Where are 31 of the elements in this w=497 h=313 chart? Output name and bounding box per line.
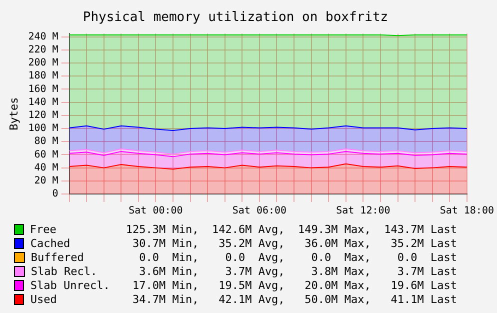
chart-title: Physical memory utilization on boxfritz (82, 10, 388, 26)
x-tick-label: Sat 00:00 (128, 206, 183, 217)
y-tick-label: 200 M (28, 58, 58, 69)
text: 30.7M Min, 35.2M Avg, 36.0M Max, 35.2M Last (132, 236, 457, 250)
text: 17.0M Min, 19.5M Avg, 20.0M Max, 19.6M Last (132, 278, 457, 292)
y-tick-label: 220 M (28, 44, 58, 56)
y-tick-label: 40 M (34, 162, 58, 174)
y-tick-label: 20 M (34, 176, 58, 186)
y-tick-label: 60 M (34, 149, 58, 160)
y-tick-label: 240 M (28, 31, 58, 42)
y-tick-label: 80 M (34, 136, 58, 148)
y-axis-title: Bytes (7, 97, 20, 130)
legend-label: Slab Unrecl. (30, 278, 111, 292)
legend-label: Used (30, 292, 58, 306)
x-tick-label: Sat 06:00 (232, 206, 287, 217)
legend-label: Slab Recl. (30, 264, 98, 278)
legend-label: Cached (30, 236, 72, 250)
legend-label: Free (30, 222, 58, 236)
y-tick-label: 160 M (28, 84, 58, 95)
y-tick-label: 120 M (28, 110, 58, 122)
y-tick-label: 180 M (28, 70, 58, 82)
text: 0.0 Min, 0.0 Avg, 0.0 Max, 0.0 Last (139, 250, 457, 264)
x-tick-label: Sat 12:00 (336, 206, 390, 217)
legend-label: Buffered (30, 250, 85, 264)
text: 125.3M Min, 142.6M Avg, 149.3M Max, 143.7M Last (126, 222, 457, 236)
y-tick-label: 140 M (28, 96, 58, 108)
y-tick-label: 100 M (28, 123, 58, 134)
text: 3.6M Min, 3.7M Avg, 3.8M Max, 3.7M Last (139, 264, 457, 278)
text: 34.7M Min, 42.1M Avg, 50.0M Max, 41.1M Last (132, 292, 457, 306)
y-tick-label: 0 (52, 188, 58, 200)
x-tick-label: Sat 18:00 (440, 206, 494, 217)
